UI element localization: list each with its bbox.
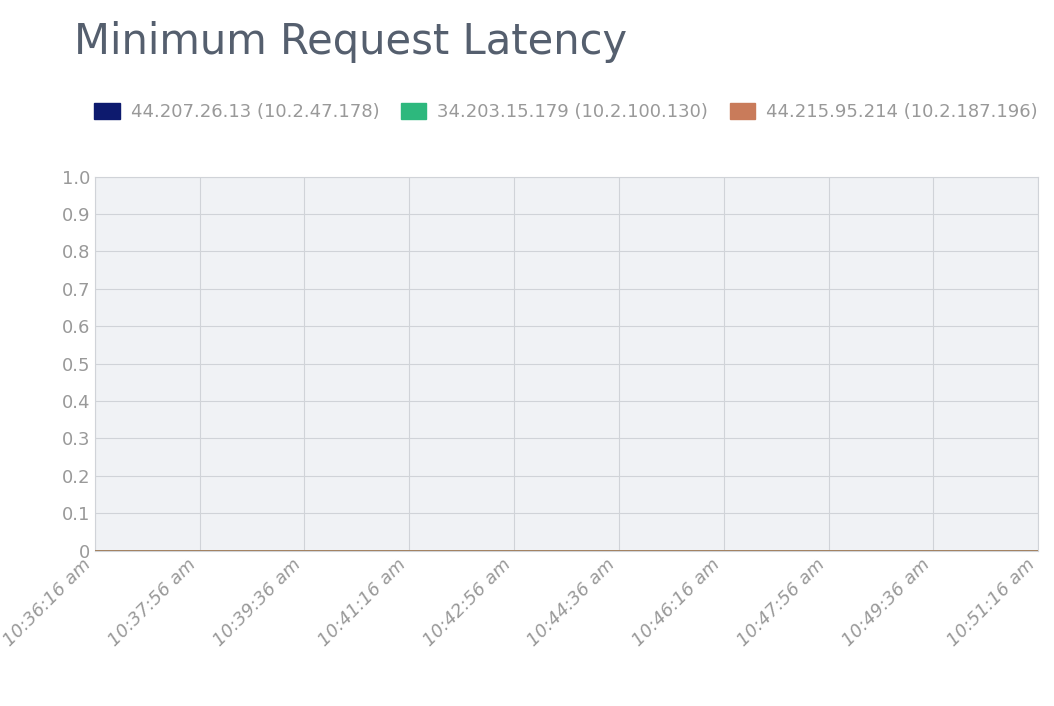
- Legend: 44.207.26.13 (10.2.47.178), 34.203.15.179 (10.2.100.130), 44.215.95.214 (10.2.18: 44.207.26.13 (10.2.47.178), 34.203.15.17…: [95, 103, 1037, 121]
- Text: Minimum Request Latency: Minimum Request Latency: [74, 21, 627, 63]
